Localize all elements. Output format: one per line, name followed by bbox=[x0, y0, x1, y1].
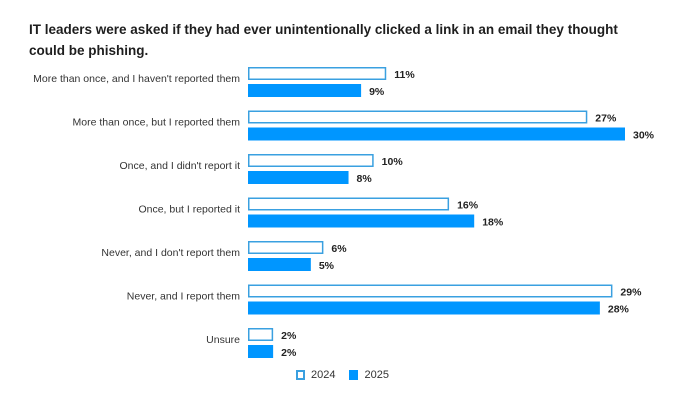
value-label-2024-unsure: 2% bbox=[281, 330, 297, 342]
value-label-2024-once-and-i-didn-t-report-it: 10% bbox=[382, 156, 404, 168]
bar-2025-more-than-once-and-i-haven-t-reported-them bbox=[248, 84, 362, 97]
bar-2025-once-and-i-didn-t-report-it bbox=[248, 171, 349, 184]
category-label-once-and-i-didn-t-report-it: Once, and I didn't report it bbox=[120, 160, 241, 172]
legend-label-2025: 2025 bbox=[364, 369, 389, 381]
legend-label-2024: 2024 bbox=[311, 369, 336, 381]
bar-2024-never-and-i-report-them bbox=[248, 284, 613, 298]
legend-item-2025: 2025 bbox=[349, 369, 389, 381]
category-label-once-but-i-reported-it: Once, but I reported it bbox=[138, 204, 240, 216]
bar-2024-once-and-i-didn-t-report-it bbox=[248, 154, 374, 167]
value-label-2024-once-but-i-reported-it: 16% bbox=[457, 200, 479, 212]
bar-2025-once-but-i-reported-it bbox=[248, 214, 475, 228]
bar-2024-more-than-once-but-i-reported-them bbox=[248, 110, 588, 124]
category-label-never-and-i-don-t-report-them: Never, and I don't report them bbox=[101, 247, 240, 259]
value-label-2025-once-and-i-didn-t-report-it: 8% bbox=[357, 173, 373, 185]
value-label-2025-unsure: 2% bbox=[281, 347, 297, 359]
chart-title: IT leaders were asked if they had ever u… bbox=[29, 22, 618, 58]
legend-item-2024: 2024 bbox=[296, 369, 335, 381]
legend-swatch-2025 bbox=[349, 370, 359, 380]
value-label-2024-never-and-i-don-t-report-them: 6% bbox=[331, 243, 347, 255]
legend-swatch-2024 bbox=[296, 370, 305, 380]
value-label-2024-more-than-once-but-i-reported-them: 27% bbox=[595, 113, 617, 125]
value-label-2025-more-than-once-but-i-reported-them: 30% bbox=[633, 130, 655, 142]
value-label-2025-never-and-i-don-t-report-them: 5% bbox=[319, 260, 335, 272]
category-label-more-than-once-but-i-reported-them: More than once, but I reported them bbox=[72, 117, 240, 129]
bar-2025-never-and-i-report-them bbox=[248, 301, 600, 315]
legend: 2024 2025 bbox=[296, 369, 389, 381]
value-label-2025-never-and-i-report-them: 28% bbox=[608, 304, 630, 316]
bar-2024-unsure bbox=[248, 328, 274, 341]
value-label-2025-more-than-once-and-i-haven-t-reported-them: 9% bbox=[369, 86, 385, 98]
category-label-unsure: Unsure bbox=[206, 334, 240, 346]
bar-2024-never-and-i-don-t-report-them bbox=[248, 241, 324, 254]
value-label-2025-once-but-i-reported-it: 18% bbox=[482, 217, 504, 229]
bar-2024-once-but-i-reported-it bbox=[248, 197, 450, 211]
bar-2025-never-and-i-don-t-report-them bbox=[248, 258, 311, 271]
value-label-2024-more-than-once-and-i-haven-t-reported-them: 11% bbox=[394, 69, 415, 81]
value-label-2024-never-and-i-report-them: 29% bbox=[620, 287, 642, 299]
bar-2024-more-than-once-and-i-haven-t-reported-them bbox=[248, 67, 387, 80]
bar-2025-unsure bbox=[248, 345, 274, 358]
category-label-never-and-i-report-them: Never, and I report them bbox=[127, 291, 240, 303]
category-label-more-than-once-and-i-haven-t-reported-them: More than once, and I haven't reported t… bbox=[33, 73, 240, 85]
bar-2025-more-than-once-but-i-reported-them bbox=[248, 127, 625, 141]
